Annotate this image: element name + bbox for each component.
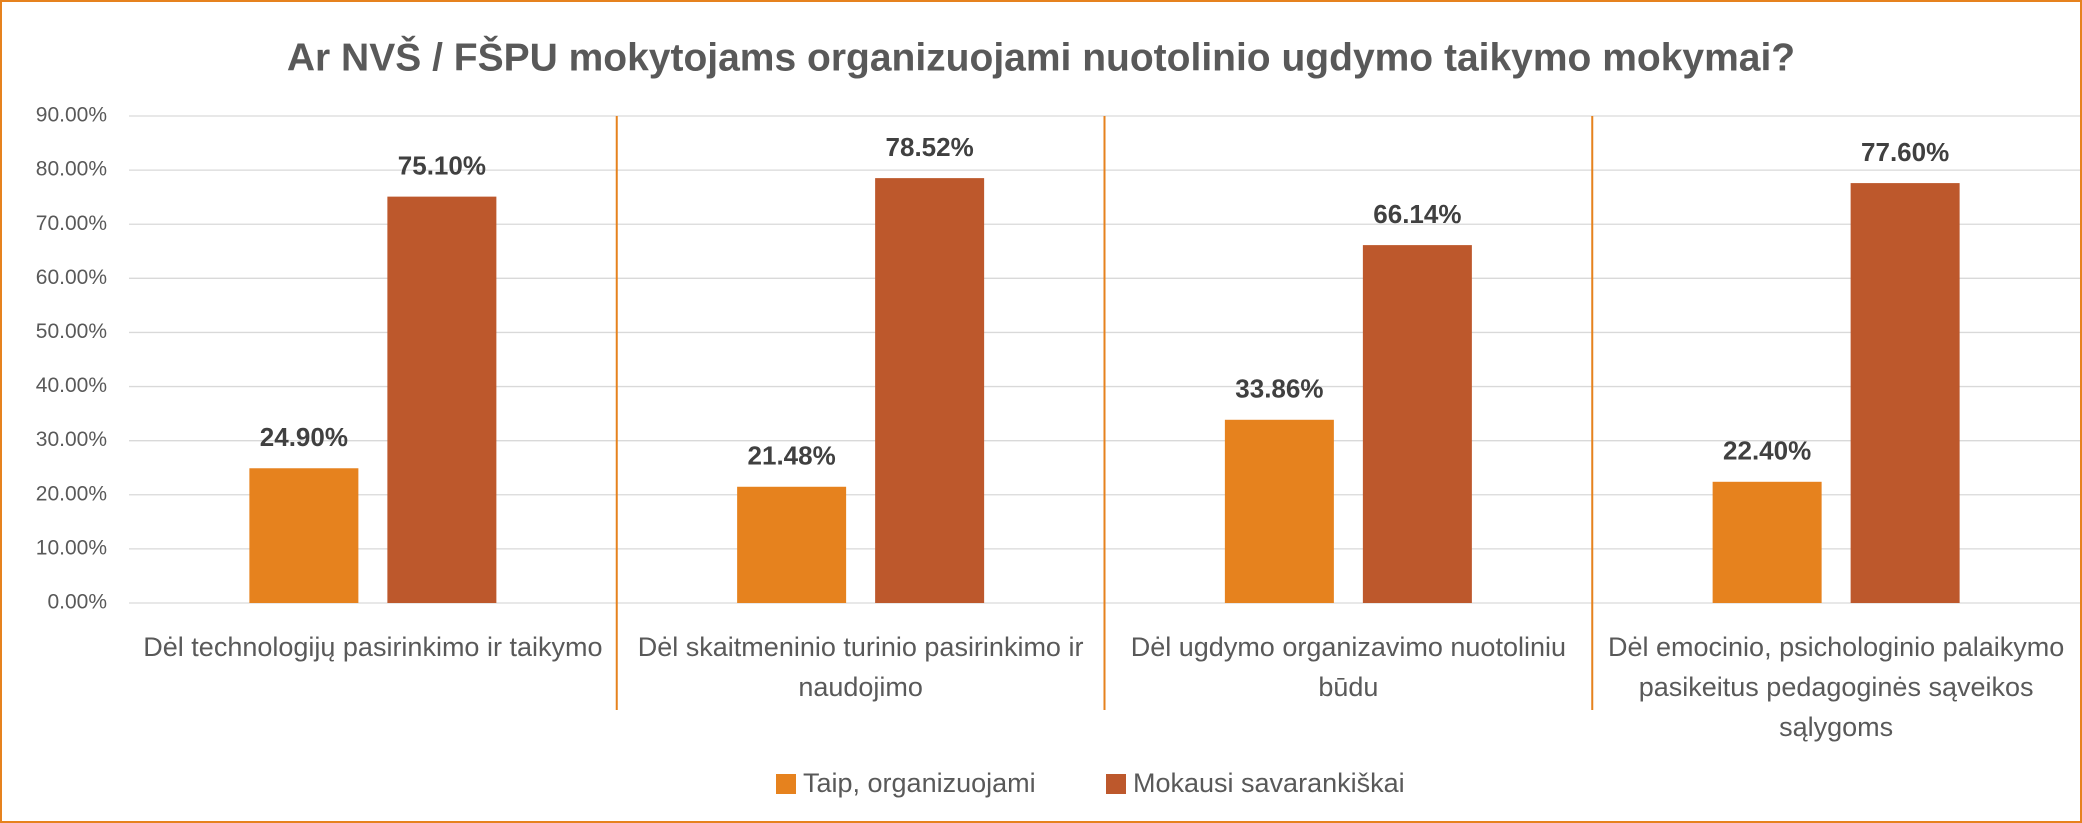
data-label: 33.86%	[1235, 374, 1323, 404]
x-tick-label: Dėl ugdymo organizavimo nuotoliniu būdu	[1130, 632, 1566, 702]
bar	[1712, 481, 1822, 603]
data-label: 66.14%	[1373, 199, 1461, 229]
bar	[387, 196, 497, 603]
x-tick-label: Dėl emocinio, psichologinio palaikymo pa…	[1608, 632, 2065, 742]
y-tick-label: 90.00%	[36, 104, 107, 127]
bar	[737, 486, 847, 603]
legend-label: Taip, organizuojami	[803, 768, 1036, 798]
data-label: 78.52%	[886, 132, 974, 162]
bar	[249, 468, 359, 603]
y-tick-label: 20.00%	[36, 482, 107, 505]
y-tick-label: 60.00%	[36, 266, 107, 289]
y-tick-label: 10.00%	[36, 536, 107, 559]
x-tick-label: Dėl technologijų pasirinkimo ir taikymo	[143, 632, 603, 662]
data-label: 24.90%	[260, 422, 348, 452]
y-tick-label: 30.00%	[36, 428, 107, 451]
bar	[1362, 245, 1472, 603]
bar	[1850, 183, 1960, 603]
y-tick-label: 0.00%	[47, 591, 107, 614]
legend-label: Mokausi savarankiškai	[1133, 768, 1405, 798]
y-tick-label: 40.00%	[36, 374, 107, 397]
data-label: 75.10%	[398, 151, 486, 181]
legend-swatch	[1106, 774, 1126, 794]
chart-title: Ar NVŠ / FŠPU mokytojams organizuojami n…	[287, 34, 1795, 79]
bar	[875, 178, 985, 603]
y-tick-label: 50.00%	[36, 320, 107, 343]
legend-swatch	[776, 774, 796, 794]
data-label: 21.48%	[748, 441, 836, 471]
y-tick-label: 80.00%	[36, 158, 107, 181]
x-tick-label: Dėl skaitmeninio turinio pasirinkimo ir …	[637, 632, 1084, 702]
bar	[1224, 419, 1334, 603]
data-label: 22.40%	[1723, 436, 1811, 466]
data-label: 77.60%	[1861, 137, 1949, 167]
y-tick-label: 70.00%	[36, 212, 107, 235]
